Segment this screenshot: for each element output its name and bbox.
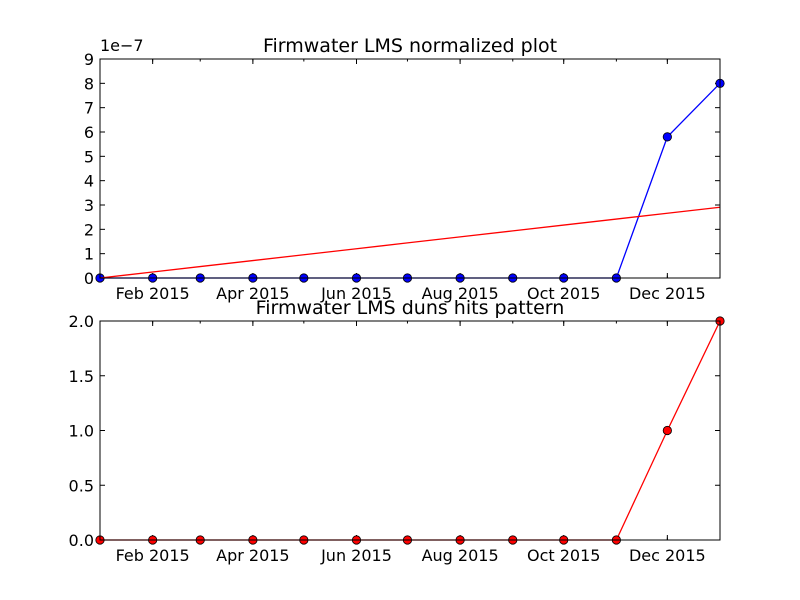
x-tick-label: Aug 2015 [422,546,499,565]
y-tick-label: 2 [84,220,94,239]
y-tick-label: 6 [84,123,94,142]
y-tick-label: 0.5 [69,476,94,495]
x-tick-label: Oct 2015 [527,546,600,565]
plot-frame [99,58,721,279]
x-tick-label: Aug 2015 [422,284,499,303]
x-tick-label: Oct 2015 [527,284,600,303]
x-tick-label: Dec 2015 [629,546,706,565]
x-tick-label: Jun 2015 [320,546,392,565]
y-tick-label: 9 [84,50,94,69]
y-tick-label: 4 [84,172,94,191]
y-tick-label: 2.0 [69,312,94,331]
x-tick-label: Apr 2015 [216,284,289,303]
plot-frame [99,320,721,541]
y-tick-label: 3 [84,196,94,215]
x-tick-label: Feb 2015 [116,284,190,303]
y-tick-label: 1 [84,245,94,264]
x-tick-label: Feb 2015 [116,546,190,565]
series-line [100,320,721,541]
data-point [662,132,672,142]
chart-title: Firmwater LMS normalized plot [263,35,557,57]
data-point [662,425,672,436]
y-tick-label: 0 [84,269,94,288]
series-line [99,206,721,279]
y-tick-label: 5 [84,147,94,166]
x-tick-label: Dec 2015 [629,284,706,303]
y-tick-label: 1.5 [69,367,94,386]
x-tick-label: Apr 2015 [216,546,289,565]
y-tick-label: 8 [84,74,94,93]
chart-title: Firmwater LMS duns hits pattern [256,297,565,319]
y-tick-label: 1.0 [69,422,94,441]
x-tick-label: Jun 2015 [320,284,392,303]
y-offset-label: 1e−7 [100,36,144,55]
y-tick-label: 0.0 [69,531,94,550]
y-tick-label: 7 [84,99,94,118]
series-line [100,82,721,279]
